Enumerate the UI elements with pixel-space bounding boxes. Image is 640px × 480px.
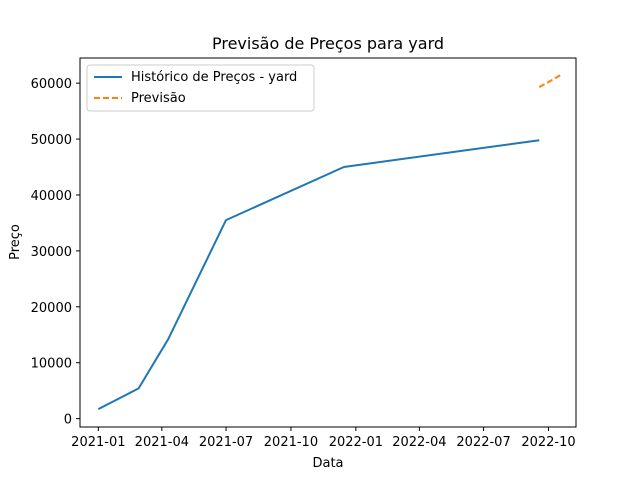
- series-line-historico: [97, 139, 540, 410]
- axes-frame: [79, 57, 577, 428]
- y-tick-label: 60000: [31, 77, 72, 92]
- x-axis: 2021-01 2021-04 2021-07 2021-10 2022-01 2022-…: [71, 427, 576, 450]
- y-axis-label: Preço: [8, 224, 23, 260]
- legend-box: [86, 64, 315, 112]
- plot-area: [97, 73, 563, 410]
- y-tick-label: 40000: [31, 189, 72, 204]
- x-tick-label: 2021-04: [135, 435, 189, 450]
- legend: Histórico de Preços - yard Previsão: [86, 64, 315, 112]
- y-tick-label: 30000: [31, 245, 72, 260]
- y-tick-label: 0: [64, 413, 72, 428]
- y-axis: 0 10000 20000 30000 40000 50000 60000: [31, 77, 80, 428]
- x-tick-label: 2022-07: [456, 435, 510, 450]
- legend-label-previsao: Previsão: [131, 91, 186, 106]
- x-tick-label: 2022-10: [521, 435, 575, 450]
- x-tick-label: 2022-01: [329, 435, 383, 450]
- y-tick-label: 20000: [31, 301, 72, 316]
- y-tick-label: 50000: [31, 133, 72, 148]
- legend-label-historico: Histórico de Preços - yard: [131, 70, 297, 85]
- chart-title: Previsão de Preços para yard: [212, 34, 444, 53]
- x-tick-label: 2021-10: [264, 435, 318, 450]
- x-tick-label: 2022-04: [392, 435, 446, 450]
- x-axis-label: Data: [312, 456, 343, 471]
- x-tick-label: 2021-01: [71, 435, 125, 450]
- x-tick-label: 2021-07: [199, 435, 253, 450]
- y-tick-label: 10000: [31, 357, 72, 372]
- series-line-previsao: [538, 73, 563, 88]
